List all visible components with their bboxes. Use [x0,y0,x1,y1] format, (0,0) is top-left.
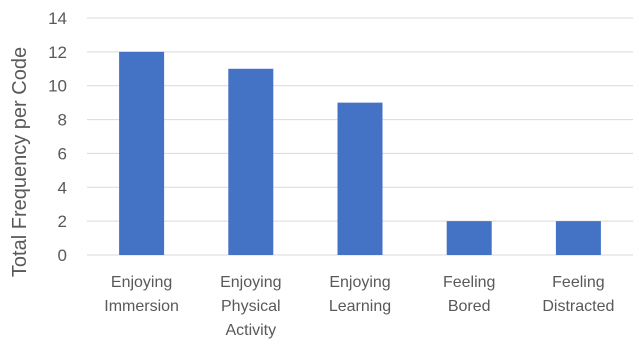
x-tick-label: Enjoying Immersion [104,274,179,315]
x-tick-label: Feeling Bored [443,274,495,315]
y-tick-label: 6 [58,144,67,163]
x-tick-label: Enjoying Physical Activity [220,274,281,339]
x-axis-ticks: Enjoying Immersion Enjoying Physical Activit… [104,274,614,339]
x-tick-label: Enjoying Learning [329,274,391,315]
bar [228,68,274,256]
y-axis-ticks: 0 2 4 6 8 10 12 14 [48,9,67,265]
y-tick-label: 8 [58,111,67,130]
bar [446,221,492,255]
bar [119,51,165,255]
x-tick-label: Feeling Distracted [542,274,614,315]
y-tick-label: 12 [48,43,67,62]
y-tick-label: 0 [58,246,67,265]
y-axis-label: Total Frequency per Code [9,47,31,277]
y-tick-label: 14 [48,9,67,28]
bars [119,51,601,256]
bar [337,102,383,256]
bar [555,221,601,255]
y-tick-label: 4 [58,178,67,197]
y-tick-label: 2 [58,212,67,231]
y-tick-label: 10 [48,77,67,96]
